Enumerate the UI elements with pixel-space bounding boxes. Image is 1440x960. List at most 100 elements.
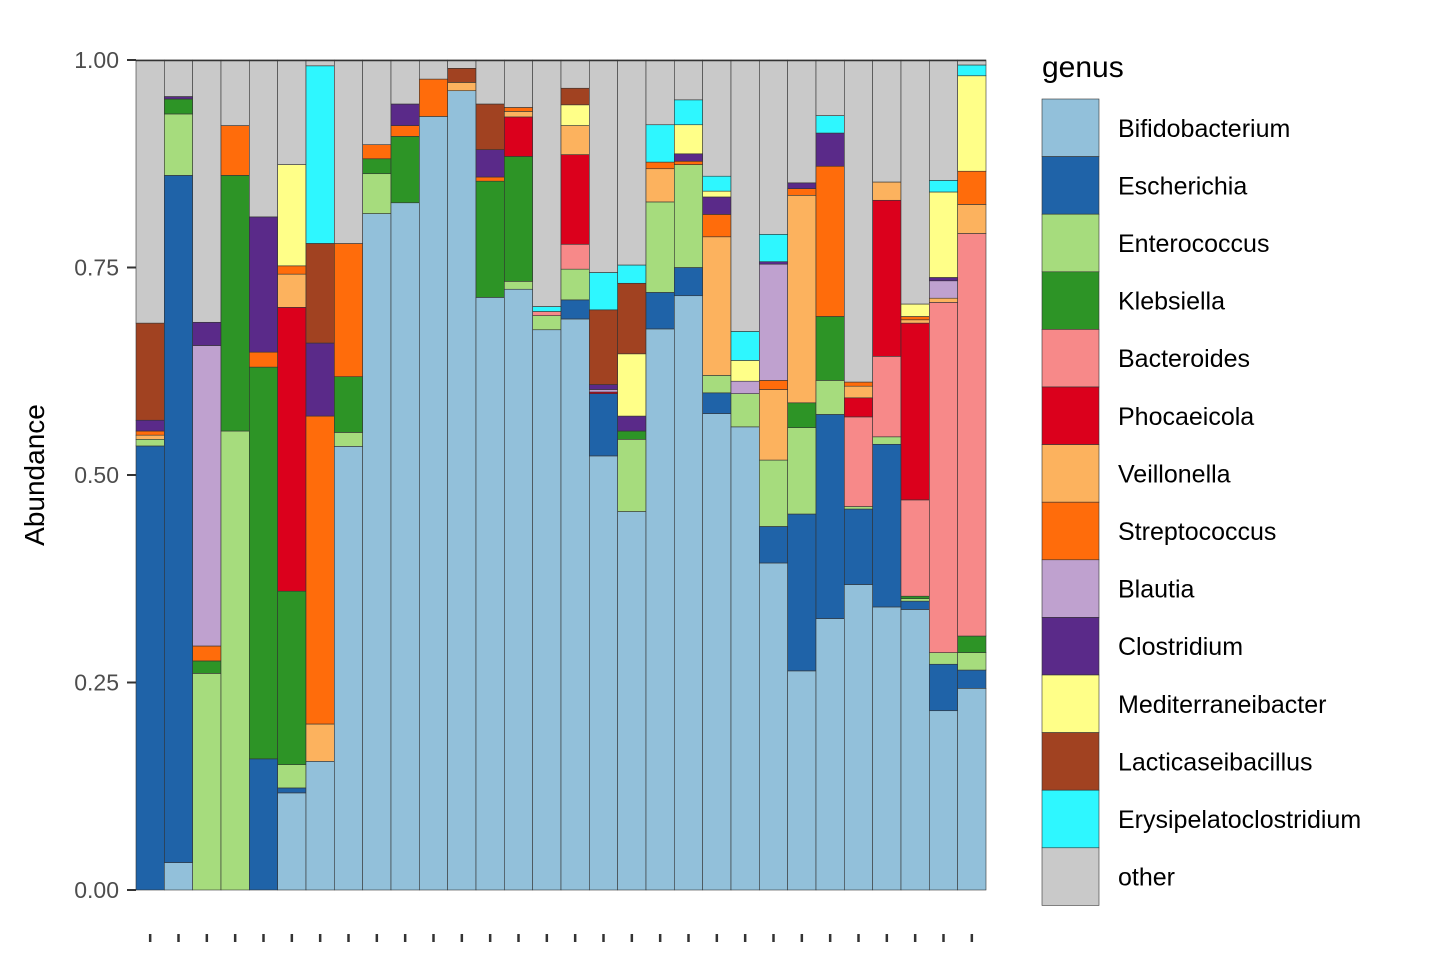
bar-segment	[277, 787, 307, 794]
bar-segment	[135, 419, 165, 432]
bar-segment	[815, 115, 845, 134]
bar-segment	[220, 430, 250, 891]
legend-label: Bifidobacterium	[1118, 115, 1290, 143]
bar-segment	[645, 201, 675, 293]
bar-segment	[815, 316, 845, 381]
bar-segment	[475, 149, 505, 178]
bar-segment	[532, 329, 562, 891]
bar-segment	[702, 214, 732, 238]
bar-segment	[730, 59, 760, 332]
bar-segment	[900, 303, 930, 317]
bar-segment	[674, 99, 703, 126]
bar-segment	[164, 96, 193, 100]
bar-segment	[759, 234, 788, 262]
bar-segment	[560, 59, 590, 89]
bar-segment	[475, 59, 505, 105]
bar-segment	[815, 165, 845, 317]
bar-segment	[759, 59, 788, 235]
bar-segment	[815, 618, 845, 891]
bar-segment	[390, 125, 420, 137]
bar-segment	[305, 723, 335, 762]
bar-segment	[447, 68, 477, 83]
bar-segment	[787, 59, 817, 184]
bar-segment	[844, 508, 873, 585]
y-tick-label: 0.00	[74, 877, 119, 903]
bar-segment	[702, 175, 732, 192]
bar-segment	[504, 59, 533, 108]
bar-segment	[900, 316, 930, 321]
bar-segment	[362, 213, 392, 891]
bar-segment	[674, 164, 703, 268]
bar-segment	[674, 59, 703, 101]
bar-segment	[929, 59, 958, 181]
bar-segment	[447, 82, 477, 92]
legend-label: Mediterraneibacter	[1118, 691, 1326, 719]
bar-segment	[475, 103, 505, 150]
bar-segment	[645, 161, 675, 170]
legend-label: Escherichia	[1118, 172, 1247, 200]
bar-segment	[192, 59, 222, 323]
bar-segment	[617, 353, 647, 417]
legend-label: Bacteroides	[1118, 345, 1250, 373]
bar-segment	[702, 236, 732, 376]
bar-segment	[362, 173, 392, 214]
legend-key	[1041, 789, 1100, 849]
bar-segment	[702, 196, 732, 215]
bar-segment	[929, 191, 958, 278]
bar-segment	[249, 59, 278, 218]
bar-segment	[929, 663, 958, 712]
bar-segment	[305, 761, 335, 891]
legend-key	[1041, 271, 1100, 330]
bar-segment	[900, 59, 930, 305]
bar-segment	[192, 673, 222, 891]
bar-segment	[249, 758, 278, 891]
bar-segment	[957, 635, 987, 653]
bar-segment	[787, 670, 817, 891]
legend-key	[1041, 444, 1100, 503]
bar-segment	[334, 376, 363, 433]
bar-segment	[844, 381, 873, 387]
legend-label: other	[1118, 864, 1175, 892]
bar-segment	[277, 59, 307, 165]
bar-segment	[645, 328, 675, 891]
bar-segment	[759, 263, 788, 381]
bar-segment	[759, 526, 788, 564]
bar-segment	[900, 322, 930, 501]
bar-segment	[787, 182, 817, 189]
bar-segment	[957, 669, 987, 689]
legend-key	[1041, 674, 1100, 733]
bar-segment	[560, 87, 590, 106]
bar-segment	[277, 764, 307, 789]
legend: genus Bifidobacterium Escherichia Enteroco…	[1041, 51, 1361, 906]
bar-segment	[532, 311, 562, 316]
bar-segment	[164, 113, 193, 176]
y-axis-title: Abundance	[19, 404, 50, 546]
bar-segment	[900, 319, 930, 324]
legend-key	[1041, 559, 1100, 618]
bar-segment	[560, 318, 590, 891]
bar-segment	[674, 295, 703, 891]
bar-segment	[135, 434, 165, 440]
bar-segment	[759, 562, 788, 891]
bar-segment	[730, 393, 760, 428]
bar-segment	[702, 413, 732, 891]
bar-segment	[277, 307, 307, 592]
bar-segment	[532, 59, 562, 307]
bar-segment	[135, 59, 165, 324]
bar-segment	[759, 380, 788, 390]
bar-segment	[135, 430, 165, 436]
bars-area	[135, 59, 987, 891]
bar-segment	[674, 124, 703, 155]
bar-segment	[900, 499, 930, 597]
bar-segment	[872, 606, 902, 891]
bar-segment	[645, 292, 675, 330]
bar-segment	[617, 430, 647, 440]
bar-segment	[419, 78, 448, 117]
bar-segment	[759, 389, 788, 461]
bar-segment	[957, 64, 987, 77]
bar-segment	[872, 443, 902, 608]
bar-segment	[929, 302, 958, 653]
bar-segment	[787, 194, 817, 404]
bar-segment	[532, 315, 562, 331]
bar-segment	[787, 402, 817, 428]
